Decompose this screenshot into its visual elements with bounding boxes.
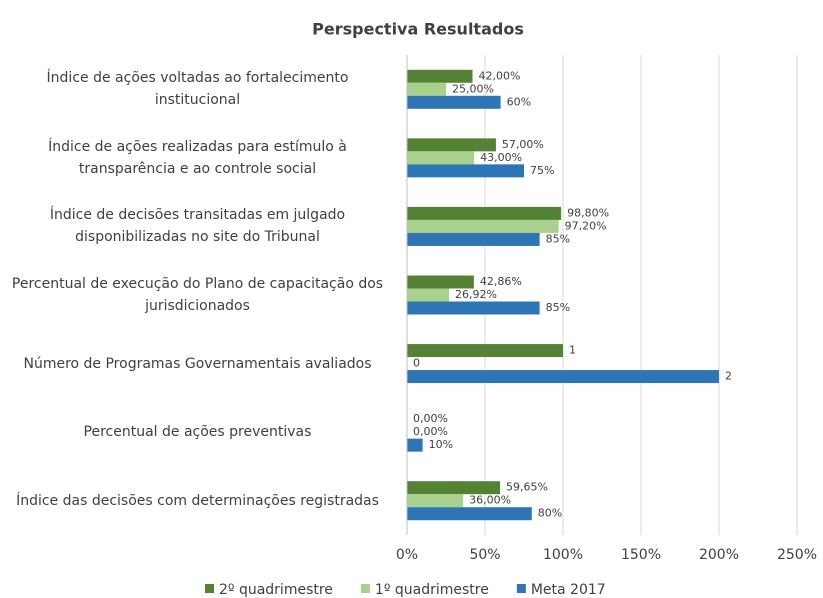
- category-label: Índice de decisões transitadas em julgad…: [49, 207, 346, 246]
- legend-swatch: [205, 584, 214, 593]
- legend-label: 1º quadrimestre: [375, 582, 489, 598]
- bar: [407, 69, 473, 83]
- value-label: 85%: [546, 301, 570, 314]
- bar: [407, 288, 449, 302]
- value-label: 0: [413, 357, 420, 370]
- value-label: 36,00%: [469, 494, 511, 507]
- value-label: 25,00%: [452, 82, 494, 95]
- chart-title: Perspectiva Resultados: [312, 20, 524, 39]
- value-label: 98,80%: [567, 206, 609, 219]
- bar: [407, 494, 464, 508]
- x-tick-label: 100%: [543, 547, 583, 563]
- category-label: Percentual de ações preventivas: [83, 424, 312, 441]
- bar: [407, 438, 423, 452]
- value-label: 1: [569, 344, 576, 357]
- legend-label: 2º quadrimestre: [219, 582, 333, 598]
- value-label: 0,00%: [413, 412, 448, 425]
- x-tick-label: 250%: [777, 547, 817, 563]
- value-label: 26,92%: [455, 288, 497, 301]
- bar: [407, 275, 474, 289]
- category-label: Índice de ações voltadas ao fortalecimen…: [46, 70, 349, 109]
- bar: [407, 138, 496, 152]
- bar: [407, 232, 540, 246]
- bar: [407, 151, 475, 165]
- x-tick-label: 200%: [699, 547, 739, 563]
- legend-swatch: [360, 584, 370, 593]
- category-label: Índice de ações realizadas para estímulo…: [48, 138, 347, 177]
- value-label: 59,65%: [506, 481, 548, 494]
- bar: [407, 206, 562, 220]
- legend-swatch: [516, 584, 526, 593]
- value-label: 0,00%: [413, 425, 448, 438]
- bar: [407, 219, 559, 233]
- value-label: 43,00%: [480, 151, 522, 164]
- value-label: 2: [725, 370, 732, 383]
- value-label: 57,00%: [502, 138, 544, 151]
- bar: [407, 82, 446, 96]
- value-label: 97,20%: [565, 219, 607, 232]
- value-label: 75%: [530, 164, 554, 177]
- category-label: Índice das decisões com determinações re…: [16, 492, 379, 509]
- value-label: 85%: [546, 232, 570, 245]
- bar: [407, 507, 532, 521]
- legend-label: Meta 2017: [531, 582, 606, 598]
- bar: [407, 95, 501, 109]
- value-label: 42,86%: [480, 275, 522, 288]
- value-label: 80%: [538, 507, 562, 520]
- value-label: 42,00%: [479, 69, 521, 82]
- bar: [407, 370, 719, 384]
- x-tick-label: 50%: [469, 547, 500, 563]
- category-label: Percentual de execução do Plano de capac…: [11, 276, 384, 314]
- x-tick-label: 150%: [621, 547, 661, 563]
- bar: [407, 481, 501, 495]
- value-label: 60%: [507, 95, 531, 108]
- bar: [407, 301, 540, 315]
- x-tick-label: 0%: [396, 547, 418, 563]
- bar: [407, 164, 524, 178]
- bar: [407, 344, 563, 358]
- category-label: Número de Programas Governamentais avali…: [23, 355, 372, 372]
- value-label: 10%: [429, 438, 453, 451]
